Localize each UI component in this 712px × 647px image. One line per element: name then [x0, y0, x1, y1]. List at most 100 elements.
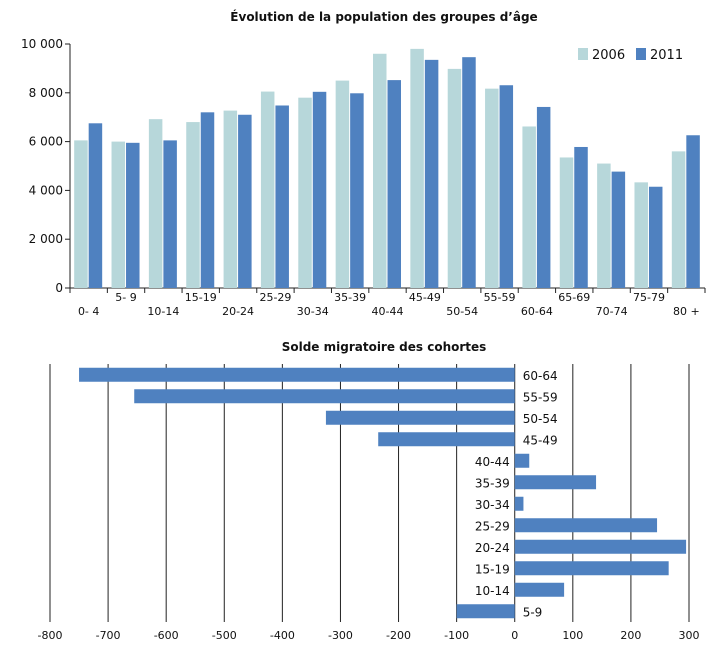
chart2-title: Solde migratoire des cohortes [282, 340, 487, 354]
chart2-x-tick-label: -600 [154, 629, 179, 642]
chart2-bar-25-29 [514, 518, 658, 533]
chart1-bar-2011-65-69 [574, 146, 588, 288]
chart1-bar-2011-55-59 [499, 85, 514, 289]
chart1-bar-2011-15-19 [200, 112, 215, 288]
chart1-title: Évolution de la population des groupes d… [230, 9, 537, 24]
chart1-x-tick-label: 50-54 [446, 305, 478, 318]
chart1-bar-2006-0-4 [74, 140, 88, 288]
chart1-y-tick-label: 6 000 [29, 135, 63, 149]
chart2-category-label: 60-64 [523, 369, 558, 383]
chart2-bar-30-34 [514, 496, 524, 511]
chart1-bar-2006-45-49 [410, 48, 424, 288]
chart1-bar-2011-80 + [686, 135, 700, 288]
chart2-x-tick-label: -300 [328, 629, 353, 642]
chart1-x-tick-label: 5- 9 [115, 291, 136, 304]
chart1-bar-2011-35-39 [350, 93, 364, 288]
chart1-x-tick-label: 40-44 [372, 305, 404, 318]
chart1-legend-label: 2011 [650, 48, 683, 63]
chart2-x-tick-label: 300 [679, 629, 700, 642]
chart1-bar-2011-30-34 [312, 91, 327, 288]
chart1-bar-2011-60-64 [536, 106, 551, 288]
chart1-y-tick-label: 10 000 [21, 37, 63, 51]
chart1-bar-2011-5-9 [126, 142, 140, 288]
chart2-category-label: 50-54 [523, 412, 558, 426]
chart1-y-tick-label: 2 000 [29, 232, 63, 246]
chart1-bar-2011-0-4 [88, 123, 103, 288]
chart1-bar-2011-45-49 [424, 59, 439, 288]
chart2-bar-45-49 [378, 432, 515, 447]
chart1-x-tick-label: 0- 4 [78, 305, 99, 318]
chart1-x-tick-label: 15-19 [185, 291, 217, 304]
chart2-x-tick-label: 100 [562, 629, 583, 642]
chart2-bar-20-24 [514, 539, 687, 554]
chart2-bar-15-19 [514, 561, 669, 576]
chart1-x-tick-label: 70-74 [596, 305, 628, 318]
chart2-category-label: 40-44 [475, 455, 510, 469]
chart1-x-tick-label: 80 + [673, 305, 700, 318]
chart1-y-tick-label: 0 [55, 281, 63, 295]
chart2-bar-50-54 [325, 410, 515, 425]
chart1-bar-2006-30-34 [298, 97, 312, 289]
chart2-category-label: 55-59 [523, 390, 558, 404]
chart1-x-tick-label: 55-59 [484, 291, 516, 304]
chart1-bar-2011-10-14 [163, 140, 177, 288]
chart2-bar-60-64 [79, 367, 515, 382]
chart2-bar-10-14 [514, 582, 565, 597]
chart1-x-tick-label: 35-39 [334, 291, 366, 304]
chart2-category-label: 15-19 [475, 562, 510, 576]
chart1-x-tick-label: 25-29 [259, 291, 291, 304]
chart1-x-tick-label: 60-64 [521, 305, 553, 318]
chart1-bar-2006-70-74 [597, 163, 611, 288]
chart1-x-tick-label: 65-69 [558, 291, 590, 304]
chart1-bar-2006-80 + [671, 151, 686, 288]
chart1-bar-2006-20-24 [223, 110, 238, 288]
chart2-category-label: 45-49 [523, 433, 558, 447]
chart2-x-tick-label: 200 [620, 629, 641, 642]
chart1-bar-2011-40-44 [387, 80, 401, 288]
chart1-bar-2006-10-14 [148, 119, 163, 289]
chart1-bar-2011-20-24 [238, 114, 252, 288]
chart1-bar-2011-25-29 [275, 105, 289, 289]
chart1-x-tick-label: 30-34 [297, 305, 329, 318]
chart1-bar-2006-60-64 [522, 126, 536, 288]
chart2-x-tick-label: -700 [96, 629, 121, 642]
chart1-x-tick-label: 45-49 [409, 291, 441, 304]
chart1-bar-2011-70-74 [611, 171, 626, 288]
chart2-bar-35-39 [514, 475, 597, 490]
chart1-bar-2006-50-54 [447, 68, 462, 288]
chart1-x-tick-label: 10-14 [147, 305, 179, 318]
chart1-bar-2006-55-59 [485, 88, 499, 289]
chart2-category-label: 25-29 [475, 519, 510, 533]
chart1-bar-2006-75-79 [634, 182, 648, 288]
chart1-bar-2011-50-54 [462, 57, 476, 289]
chart1-x-tick-label: 75-79 [633, 291, 665, 304]
chart1-bar-2006-25-29 [260, 91, 275, 288]
chart2-category-label: 30-34 [475, 498, 510, 512]
chart1-bar-2006-5-9 [111, 141, 126, 288]
chart1-legend-swatch-2011 [636, 48, 646, 60]
chart2-category-label: 5-9 [523, 605, 543, 619]
chart1-y-tick-label: 4 000 [29, 183, 63, 197]
chart1-x-tick-label: 20-24 [222, 305, 254, 318]
chart2-category-label: 20-24 [475, 541, 510, 555]
chart2-x-tick-label: -400 [270, 629, 295, 642]
chart1-bar-2006-35-39 [335, 80, 350, 288]
chart2-bar-5-9 [456, 604, 515, 619]
chart1-bar-2006-15-19 [186, 122, 200, 288]
chart2-x-tick-label: 0 [511, 629, 518, 642]
chart2-x-tick-label: -200 [386, 629, 411, 642]
chart2-bar-40-44 [514, 453, 530, 468]
chart1-bar-2006-40-44 [373, 53, 387, 289]
chart1-bar-2011-75-79 [648, 186, 663, 288]
chart2-category-label: 10-14 [475, 584, 510, 598]
chart2-bar-55-59 [134, 389, 515, 404]
chart1-legend-label: 2006 [592, 48, 625, 63]
chart2-x-tick-label: -500 [212, 629, 237, 642]
chart2-x-tick-label: -100 [444, 629, 469, 642]
chart1-y-tick-label: 8 000 [29, 86, 63, 100]
chart1-bar-2006-65-69 [559, 157, 574, 288]
chart1-legend-swatch-2006 [578, 48, 588, 60]
chart2-category-label: 35-39 [475, 476, 510, 490]
